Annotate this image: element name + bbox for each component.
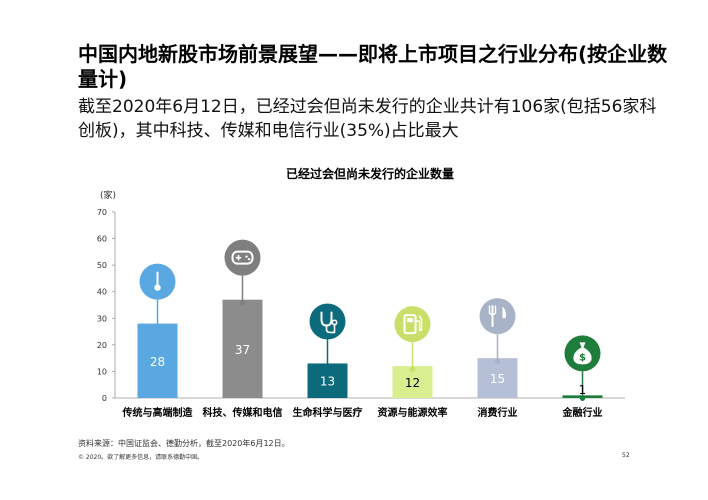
chart-labels: 28 传统与高端制造 37 科技、传媒和电信 13 生命科学与医疗 12 资源与能源效率 15 消… (122, 343, 603, 419)
connector-dot (324, 363, 331, 370)
bar-value-label: 37 (235, 343, 250, 357)
y-tick-label: 30 (97, 314, 107, 323)
category-label: 科技、传媒和电信 (203, 406, 283, 419)
source-note: 资料来源：中国证监会、德勤分析，截至2020年6月12日。 (78, 439, 290, 448)
gamepad-icon (224, 239, 261, 276)
copyright-note: © 2020。欲了解更多信息，请联系德勤中国。 (78, 454, 204, 461)
chart-svg: 已经过会但尚未发行的企业数量 (家) 0 10 20 30 40 50 60 70 $ 28 传… (97, 166, 625, 419)
y-tick-label: 10 (97, 367, 107, 376)
stethoscope-icon (309, 303, 346, 340)
connector-dot (494, 358, 501, 364)
bar (307, 363, 348, 398)
page-subtitle: 截至2020年6月12日，已经过会但尚未发行的企业共计有106家(包括56家科创… (78, 97, 657, 141)
page-number: 52 (622, 452, 630, 459)
bar-chart: 已经过会但尚未发行的企业数量 (家) 0 10 20 30 40 50 60 70 $ 28 传… (70, 160, 630, 430)
connector-dot (409, 366, 416, 372)
category-label: 生命科学与医疗 (293, 406, 363, 419)
category-label: 资源与能源效率 (378, 406, 448, 419)
category-label: 金融行业 (562, 406, 603, 419)
svg-text:$: $ (579, 352, 586, 363)
y-tick-label: 70 (97, 208, 107, 217)
bar-value-label: 15 (490, 372, 505, 386)
bar-value-label: 13 (320, 375, 335, 389)
thermometer-icon (139, 263, 176, 300)
chart-icons: $ (139, 239, 601, 401)
y-tick-label: 40 (97, 288, 107, 297)
chart-bars (137, 299, 603, 398)
bar (222, 299, 263, 398)
chart-axes: 0 10 20 30 40 50 60 70 (97, 208, 625, 403)
y-tick-label: 0 (102, 394, 107, 403)
y-tick-label: 50 (97, 261, 107, 270)
category-label: 消费行业 (478, 406, 518, 419)
bar (477, 358, 518, 398)
bar-value-label: 28 (150, 355, 165, 369)
chart-title: 已经过会但尚未发行的企业数量 (286, 166, 454, 181)
y-axis-unit-label: (家) (100, 189, 116, 201)
page-title: 中国内地新股市场前景展望——即将上市项目之行业分布(按企业数量计) (78, 42, 668, 91)
money-bag-icon: $ (564, 335, 601, 372)
fuel-pump-icon (394, 306, 431, 343)
connector-dot (239, 300, 246, 306)
category-label: 传统与高端制造 (122, 406, 194, 419)
fork-knife-icon (479, 298, 516, 335)
y-tick-label: 20 (97, 341, 107, 350)
connector-dot (579, 395, 586, 401)
bar (137, 323, 178, 398)
connector-dot (154, 324, 161, 330)
bar-value-label: 12 (405, 376, 420, 390)
bar-value-label: 1 (579, 383, 587, 397)
y-tick-label: 60 (97, 235, 107, 244)
